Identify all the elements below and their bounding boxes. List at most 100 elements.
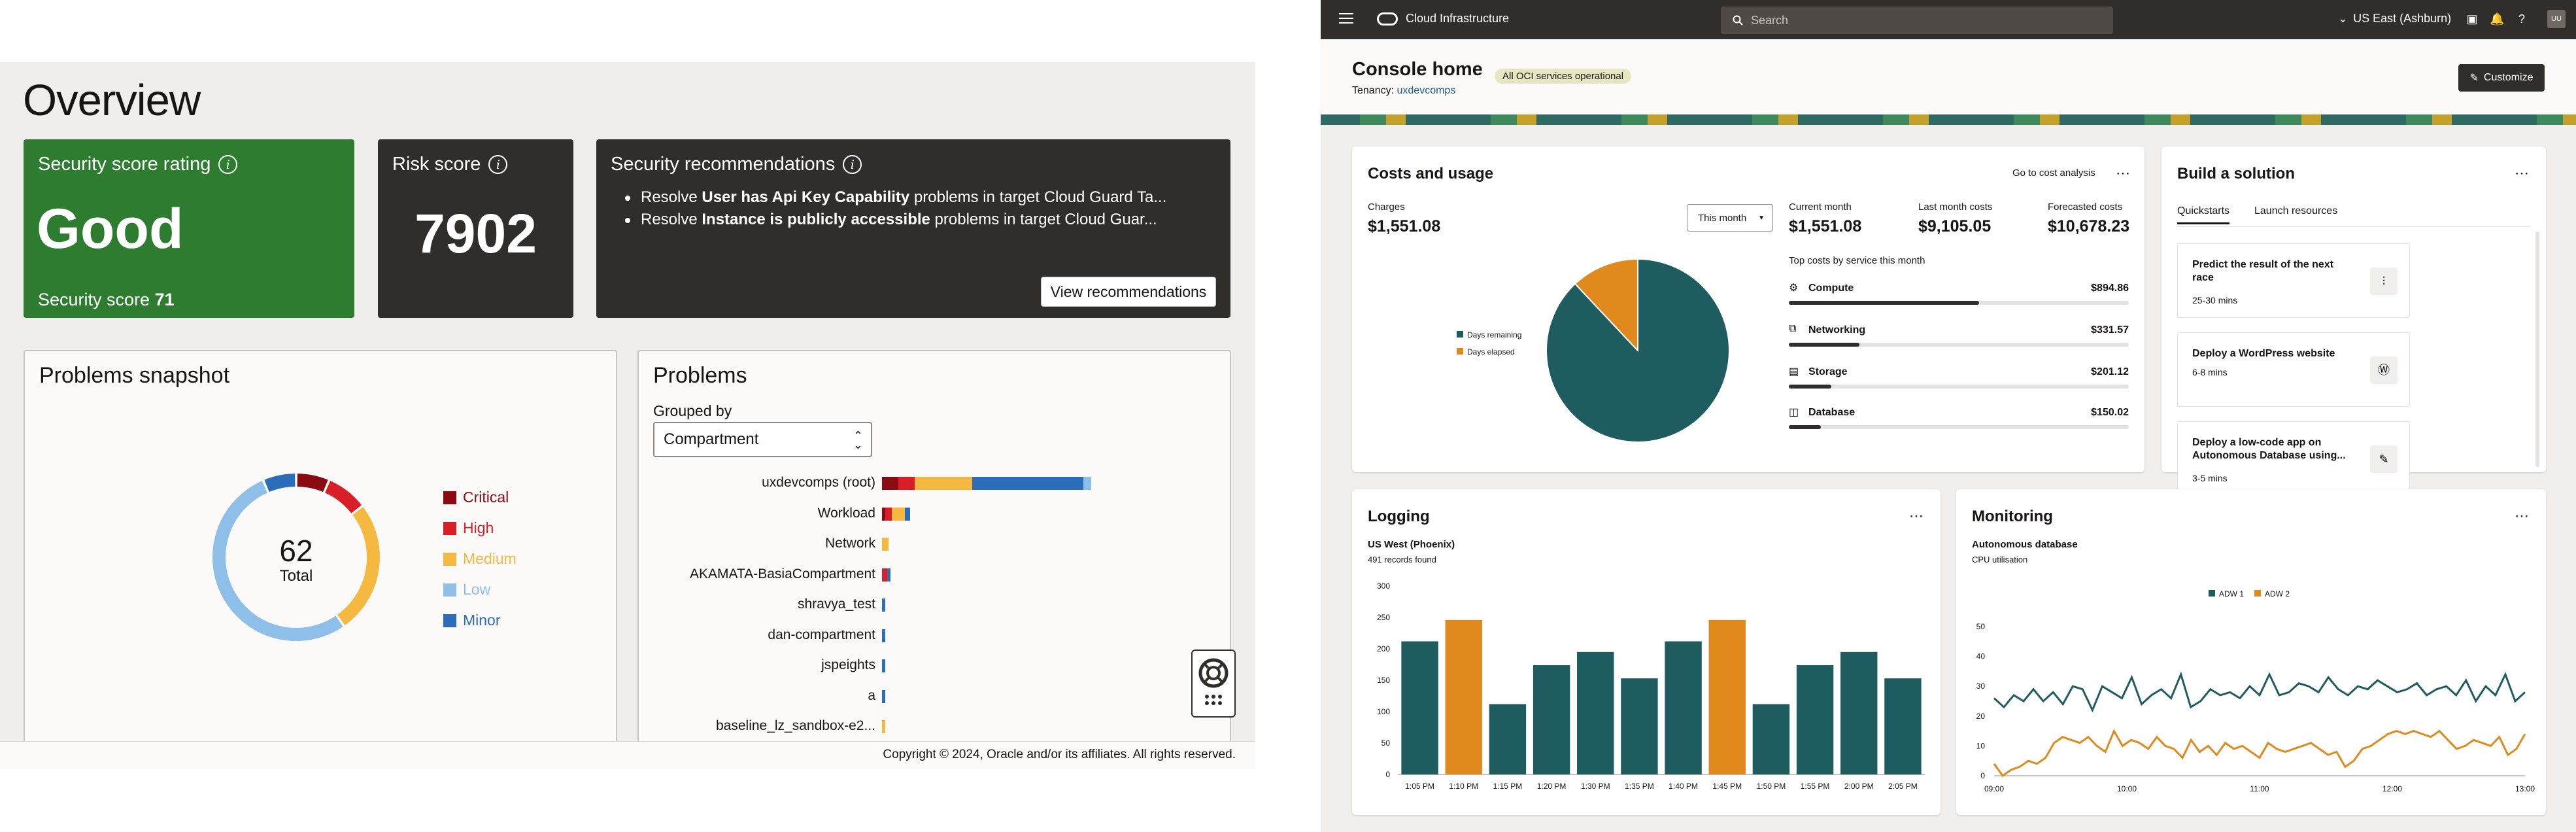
legend-swatch bbox=[443, 491, 456, 504]
stacked-bar[interactable] bbox=[882, 507, 910, 521]
donut-segment-minor[interactable] bbox=[264, 474, 296, 493]
svg-text:Days elapsed: Days elapsed bbox=[1467, 347, 1515, 356]
last-month-label: Last month costs bbox=[1918, 201, 1993, 213]
row-label: Network bbox=[824, 536, 875, 551]
customize-button[interactable]: ✎ Customize bbox=[2458, 64, 2545, 92]
info-icon[interactable]: i bbox=[218, 155, 238, 174]
stacked-bar[interactable] bbox=[882, 538, 889, 551]
log-bar[interactable] bbox=[1752, 704, 1790, 774]
top-costs-label: Top costs by service this month bbox=[1789, 255, 1925, 266]
problem-row[interactable]: baseline_lz_sandbox-e2... bbox=[639, 718, 1230, 733]
oci-console-home: Cloud Infrastructure ⌄US East (Ashburn) … bbox=[1321, 0, 2576, 832]
monitoring-metric: CPU utilisation bbox=[1972, 555, 2028, 564]
storage-icon: ▤ bbox=[1789, 366, 1799, 377]
log-bar[interactable] bbox=[1884, 678, 1922, 774]
more-options-icon[interactable]: ⋯ bbox=[2116, 165, 2131, 181]
stacked-bar[interactable] bbox=[882, 568, 890, 581]
row-label: a bbox=[868, 687, 875, 703]
log-bar[interactable] bbox=[1708, 619, 1746, 774]
developer-tools-icon[interactable]: ▣ bbox=[2466, 12, 2478, 26]
chevron-down-icon: ⌄ bbox=[2338, 12, 2348, 25]
problems-donut-chart bbox=[212, 474, 380, 641]
search-bar[interactable] bbox=[1721, 7, 2113, 34]
more-options-icon[interactable]: ⋯ bbox=[1909, 508, 1924, 524]
donut-segment-medium[interactable] bbox=[337, 507, 380, 625]
grouped-by-select[interactable]: Compartment ⌃ ⌄ bbox=[653, 422, 872, 457]
log-bar[interactable] bbox=[1665, 641, 1702, 774]
view-recommendations-button[interactable]: View recommendations bbox=[1041, 277, 1216, 307]
recommendation-item[interactable]: Resolve Instance is publicly accessible … bbox=[625, 209, 1166, 231]
legend-item-high[interactable]: High bbox=[443, 513, 517, 544]
tenancy-link[interactable]: uxdevcomps bbox=[1397, 85, 1456, 96]
more-options-icon[interactable]: ⋯ bbox=[2515, 508, 2530, 524]
log-bar[interactable] bbox=[1445, 619, 1482, 774]
problem-row[interactable]: shravya_test bbox=[639, 597, 1230, 612]
legend-item-critical[interactable]: Critical bbox=[443, 482, 517, 513]
help-icon[interactable]: ? bbox=[2518, 12, 2525, 26]
problem-row[interactable]: AKAMATA-BasiaCompartment bbox=[639, 566, 1230, 581]
stacked-bar[interactable] bbox=[882, 629, 885, 642]
help-widget[interactable] bbox=[1191, 650, 1236, 718]
legend-item-minor[interactable]: Minor bbox=[443, 605, 517, 636]
log-bar[interactable] bbox=[1489, 704, 1527, 774]
donut-segment-high[interactable] bbox=[324, 481, 362, 513]
info-icon[interactable]: i bbox=[843, 155, 862, 174]
quickstart-card[interactable]: Deploy a low-code app on Autonomous Data… bbox=[2177, 421, 2410, 496]
period-select[interactable]: This month ▼ bbox=[1687, 204, 1773, 232]
log-bar[interactable] bbox=[1621, 678, 1658, 774]
series-line-adw-2[interactable] bbox=[1993, 729, 2526, 778]
log-bar[interactable] bbox=[1533, 665, 1570, 774]
stacked-bar[interactable] bbox=[882, 659, 885, 672]
stacked-bar[interactable] bbox=[882, 598, 885, 612]
monitoring-line-chart: ADW 1 ADW 2 0 10 20 30 40 50 09:00 10:00 11:00 12:0… bbox=[1976, 589, 2535, 793]
pencil-icon: ✎ bbox=[2370, 445, 2398, 473]
info-icon[interactable]: i bbox=[488, 155, 508, 174]
search-input[interactable] bbox=[1751, 13, 2078, 27]
quickstart-card[interactable]: Deploy a WordPress website 6-8 mins Ⓦ bbox=[2177, 332, 2410, 407]
more-options-icon[interactable]: ⋯ bbox=[2515, 165, 2530, 181]
stacked-bar[interactable] bbox=[882, 477, 1091, 490]
cost-bar-fill bbox=[1789, 425, 1821, 429]
quickstart-card[interactable]: Predict the result of the next race 25-30… bbox=[2177, 243, 2410, 318]
notifications-bell-icon[interactable]: 🔔 bbox=[2490, 12, 2505, 26]
tab-quickstarts[interactable]: Quickstarts bbox=[2177, 205, 2230, 224]
log-bar[interactable] bbox=[1796, 665, 1834, 774]
problem-row[interactable]: a bbox=[639, 687, 1230, 703]
lifebuoy-icon bbox=[1198, 658, 1229, 705]
legend-item-adw-1[interactable]: ADW 1 bbox=[2209, 589, 2244, 598]
legend-item-adw-2[interactable]: ADW 2 bbox=[2254, 589, 2290, 598]
donut-segment-critical[interactable] bbox=[297, 474, 328, 493]
cost-analysis-link[interactable]: Go to cost analysis bbox=[2012, 167, 2095, 179]
profile-avatar[interactable]: UU bbox=[2547, 10, 2566, 28]
hamburger-menu-icon[interactable] bbox=[1339, 13, 1353, 25]
legend-item-medium[interactable]: Medium bbox=[443, 544, 517, 574]
stacked-bar[interactable] bbox=[882, 689, 885, 703]
log-bar[interactable] bbox=[1401, 641, 1438, 774]
log-bar[interactable] bbox=[1840, 651, 1878, 774]
pie-slice-days-elapsed[interactable] bbox=[1574, 258, 1638, 353]
security-score-card: Security score rating i Good Security sco… bbox=[24, 139, 354, 318]
recommendation-item[interactable]: Resolve User has Api Key Capability prob… bbox=[625, 186, 1166, 209]
scrollbar[interactable] bbox=[2535, 232, 2539, 467]
y-tick-label: 0 bbox=[1980, 771, 1985, 780]
series-line-adw-1[interactable] bbox=[1993, 671, 2526, 713]
donut-segment-low[interactable] bbox=[212, 481, 343, 641]
service-cost-database: ◫ Database $150.02 bbox=[1789, 407, 2129, 440]
oracle-logo[interactable] bbox=[1377, 12, 1398, 26]
problem-row[interactable]: Workload bbox=[639, 506, 1230, 521]
bar-segment bbox=[1083, 477, 1091, 490]
log-bar[interactable] bbox=[1577, 651, 1614, 774]
wordpress-icon: Ⓦ bbox=[2370, 356, 2398, 384]
tab-launch-resources[interactable]: Launch resources bbox=[2254, 205, 2338, 217]
last-month-value: $9,105.05 bbox=[1918, 217, 1991, 235]
bar-segment bbox=[885, 507, 892, 521]
problem-row[interactable]: uxdevcomps (root) bbox=[639, 475, 1230, 490]
region-selector[interactable]: ⌄ US East (Ashburn) bbox=[2338, 12, 2452, 25]
problem-row[interactable]: Network bbox=[639, 536, 1230, 551]
legend-item-low[interactable]: Low bbox=[443, 574, 517, 605]
y-tick-label: 150 bbox=[1377, 676, 1390, 685]
problem-row[interactable]: dan-compartment bbox=[639, 627, 1230, 642]
service-cost-networking: ⧉ Networking $331.57 bbox=[1789, 323, 2129, 357]
problem-row[interactable]: jspeights bbox=[639, 657, 1230, 672]
stacked-bar[interactable] bbox=[882, 720, 885, 733]
